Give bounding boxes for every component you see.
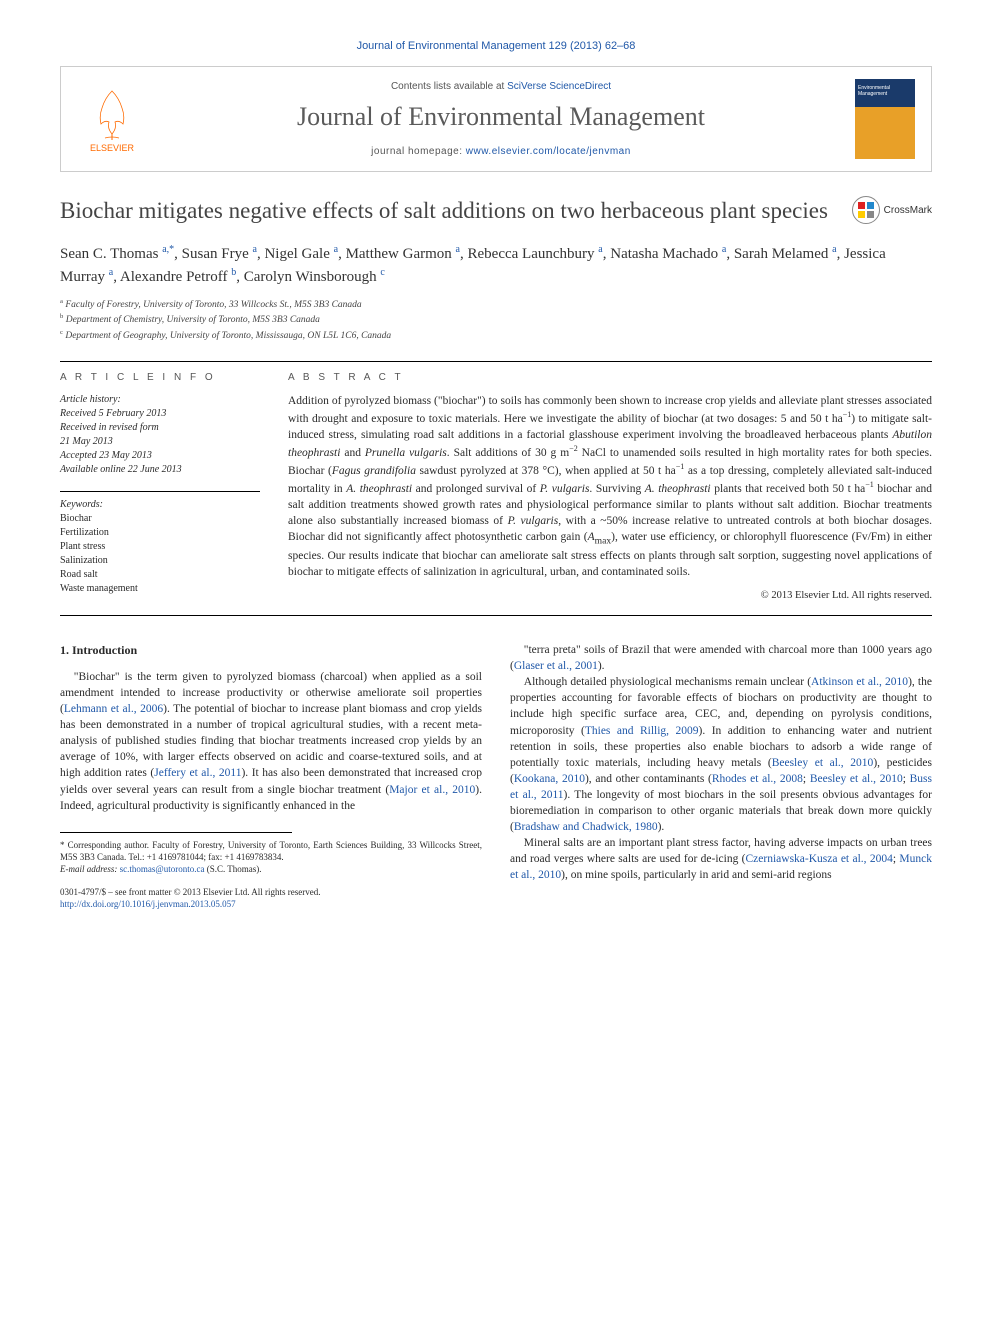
intro-heading: 1. Introduction [60,642,482,659]
revised-label: Received in revised form [60,421,260,435]
keyword-item: Biochar [60,512,260,526]
affiliations: a Faculty of Forestry, University of Tor… [60,297,932,343]
body-paragraph: Although detailed physiological mechanis… [510,674,932,835]
journal-cover-thumbnail: Environmental Management [855,79,915,159]
cover-label: Environmental Management [858,85,915,97]
body-left-column: 1. Introduction "Biochar" is the term gi… [60,642,482,910]
corr-author-text: * Corresponding author. Faculty of Fores… [60,839,482,863]
elsevier-logo: ELSEVIER [77,79,147,159]
journal-name: Journal of Environmental Management [167,102,835,132]
page-footer: 0301-4797/$ – see front matter © 2013 El… [60,887,482,910]
accepted-date: Accepted 23 May 2013 [60,449,260,463]
body-paragraph: "Biochar" is the term given to pyrolyzed… [60,669,482,814]
abstract-label: A B S T R A C T [288,372,932,383]
email-suffix: (S.C. Thomas). [204,864,261,874]
homepage-line: journal homepage: www.elsevier.com/locat… [167,146,835,157]
received-date: Received 5 February 2013 [60,407,260,421]
online-date: Available online 22 June 2013 [60,463,260,477]
abstract-copyright: © 2013 Elsevier Ltd. All rights reserved… [288,590,932,601]
crossmark-badge[interactable]: CrossMark [852,196,932,224]
author-list: Sean C. Thomas a,*, Susan Frye a, Nigel … [60,242,932,289]
revised-date: 21 May 2013 [60,435,260,449]
keyword-item: Road salt [60,568,260,582]
article-title: Biochar mitigates negative effects of sa… [60,196,840,226]
email-label: E-mail address: [60,864,120,874]
keywords-label: Keywords: [60,498,260,512]
article-history: Article history: Received 5 February 201… [60,393,260,477]
sciencedirect-link[interactable]: SciVerse ScienceDirect [507,81,611,92]
keywords-block: Keywords: BiocharFertilizationPlant stre… [60,498,260,596]
keyword-item: Plant stress [60,540,260,554]
keyword-item: Fertilization [60,526,260,540]
front-matter-line: 0301-4797/$ – see front matter © 2013 El… [60,887,482,899]
corr-email-link[interactable]: sc.thomas@utoronto.ca [120,864,205,874]
abstract-text: Addition of pyrolyzed biomass ("biochar"… [288,393,932,580]
history-label: Article history: [60,393,260,407]
journal-banner: ELSEVIER Contents lists available at Sci… [60,66,932,172]
contents-line: Contents lists available at SciVerse Sci… [167,81,835,92]
contents-prefix: Contents lists available at [391,81,507,92]
crossmark-label: CrossMark [884,205,932,216]
doi-link[interactable]: http://dx.doi.org/10.1016/j.jenvman.2013… [60,899,236,909]
article-info-label: A R T I C L E I N F O [60,372,260,383]
elsevier-label: ELSEVIER [90,143,134,153]
homepage-link[interactable]: www.elsevier.com/locate/jenvman [466,146,631,157]
crossmark-icon [852,196,880,224]
corresponding-footnote: * Corresponding author. Faculty of Fores… [60,839,482,875]
homepage-prefix: journal homepage: [371,146,466,157]
header-citation: Journal of Environmental Management 129 … [60,40,932,52]
keyword-item: Waste management [60,582,260,596]
body-right-column: "terra preta" soils of Brazil that were … [510,642,932,910]
elsevier-tree-icon [87,86,137,141]
keyword-item: Salinization [60,554,260,568]
body-paragraph: Mineral salts are an important plant str… [510,835,932,883]
body-paragraph: "terra preta" soils of Brazil that were … [510,642,932,674]
